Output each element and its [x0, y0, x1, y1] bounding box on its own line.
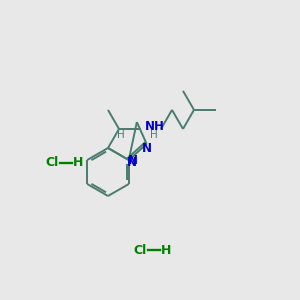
Text: H: H — [117, 130, 125, 140]
Text: H: H — [161, 244, 171, 256]
Text: NH: NH — [145, 120, 165, 134]
Text: Cl: Cl — [45, 157, 58, 169]
Text: N: N — [142, 142, 152, 155]
Text: N: N — [128, 154, 138, 167]
Text: Cl: Cl — [134, 244, 147, 256]
Text: H: H — [73, 157, 83, 169]
Text: N: N — [127, 157, 137, 169]
Text: H: H — [150, 130, 158, 140]
